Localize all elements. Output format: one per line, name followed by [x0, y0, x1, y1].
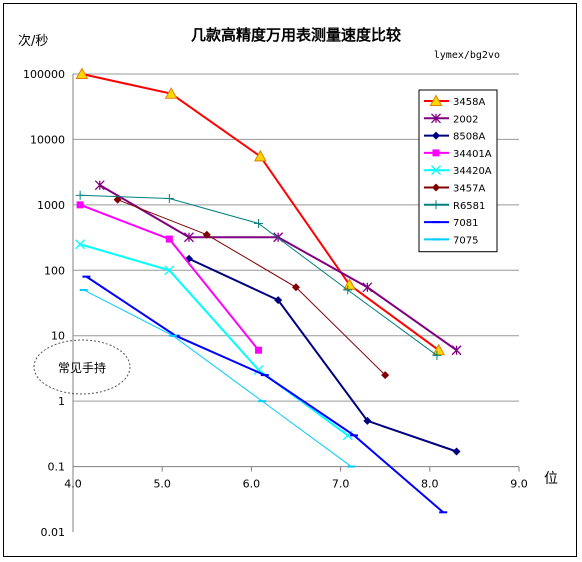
y-tick-label: 0.01	[41, 526, 66, 539]
y-tick-label: 0.1	[48, 461, 66, 474]
series-3457A	[113, 195, 390, 380]
legend-item: 8508A	[424, 131, 485, 143]
tick-labels: 100000 10000 1000 100 10 1 0.1 0.01 4.0 5.0 6.0 7.0…	[23, 68, 528, 539]
y-axis-label: 次/秒	[18, 33, 48, 49]
series-group	[75, 67, 462, 514]
data-point	[202, 230, 211, 239]
axes	[72, 74, 520, 532]
series-3458A	[75, 67, 446, 356]
data-point	[343, 278, 356, 290]
data-point	[164, 194, 174, 204]
data-point	[431, 165, 441, 176]
series-line	[117, 199, 386, 376]
legend-item: 7081	[424, 218, 478, 229]
data-point	[113, 195, 122, 204]
legend-label: 3458A	[453, 97, 485, 108]
x-tick-label: 5.0	[153, 478, 171, 491]
legend-label: R6581	[453, 201, 485, 212]
legend-item: 3458A	[424, 94, 485, 108]
data-point	[381, 371, 390, 380]
x-tick-label: 4.0	[64, 478, 82, 491]
data-point	[429, 94, 443, 106]
series-7075	[79, 288, 356, 468]
series-34401A	[76, 201, 263, 354]
series-line	[83, 289, 352, 467]
y-tick-label: 10000	[30, 133, 65, 146]
x-axis-label: 位	[544, 471, 558, 487]
x-tick-label: 8.0	[421, 478, 439, 491]
chart-title: 几款高精度万用表测量速度比较	[191, 26, 401, 44]
data-point	[451, 345, 462, 356]
series-line	[188, 257, 457, 453]
data-point	[362, 282, 373, 293]
legend-label: 34420A	[453, 166, 492, 177]
data-point	[432, 149, 440, 157]
data-point	[292, 283, 300, 292]
y-tick-label: 100000	[23, 68, 65, 81]
legend-label: 2002	[453, 114, 478, 125]
chart-subtitle: lymex/bg2vo	[434, 50, 500, 61]
data-point	[255, 346, 263, 354]
legend-label: 7081	[453, 218, 478, 229]
y-tick-label: 10	[51, 330, 65, 343]
data-point	[431, 113, 441, 124]
data-point	[363, 416, 372, 425]
data-point	[432, 343, 446, 356]
data-point	[431, 200, 441, 210]
series-line	[79, 243, 349, 437]
legend-label: 3457A	[453, 184, 485, 195]
annotation: 常见手持	[33, 339, 131, 395]
series-34420A	[75, 239, 353, 441]
legend-label: 8508A	[453, 132, 485, 143]
series-R6581	[75, 190, 442, 360]
y-tick-label: 1000	[37, 199, 65, 212]
data-point	[75, 190, 85, 200]
data-point	[75, 67, 89, 79]
data-point	[94, 180, 105, 191]
data-point	[254, 218, 264, 228]
data-point	[253, 149, 267, 162]
series-8508A	[184, 254, 461, 456]
data-point	[164, 265, 175, 276]
data-point	[452, 447, 461, 456]
data-point	[75, 239, 86, 250]
legend-label: 7075	[453, 235, 478, 246]
legend-item: R6581	[424, 200, 485, 212]
legend-label: 34401A	[453, 149, 492, 160]
data-point	[184, 232, 194, 243]
legend-item: 34420A	[424, 165, 492, 177]
x-tick-label: 9.0	[510, 478, 528, 491]
legend-item: 2002	[424, 113, 478, 125]
x-tick-label: 7.0	[332, 478, 350, 491]
data-point	[164, 87, 178, 99]
data-point	[432, 131, 440, 140]
annotation-ellipse	[33, 339, 131, 395]
legend-item: 3457A	[424, 183, 485, 195]
legend: 3458A 2002 8508A 34401A 34420A 3457A R6581 7081…	[418, 89, 498, 253]
data-point	[343, 285, 353, 295]
y-tick-label: 1	[58, 395, 65, 408]
legend-item: 34401A	[424, 149, 492, 160]
series-2002	[94, 180, 462, 356]
data-point	[274, 296, 283, 305]
y-tick-label: 100	[44, 264, 65, 277]
legend-item: 7075	[424, 235, 478, 246]
data-point	[165, 235, 173, 243]
data-point	[432, 350, 442, 360]
data-point	[76, 201, 84, 209]
series-7081	[82, 275, 448, 514]
data-point	[432, 183, 440, 192]
x-tick-label: 6.0	[243, 478, 261, 491]
annotation-text: 常见手持	[58, 360, 106, 375]
series-line	[85, 275, 444, 514]
